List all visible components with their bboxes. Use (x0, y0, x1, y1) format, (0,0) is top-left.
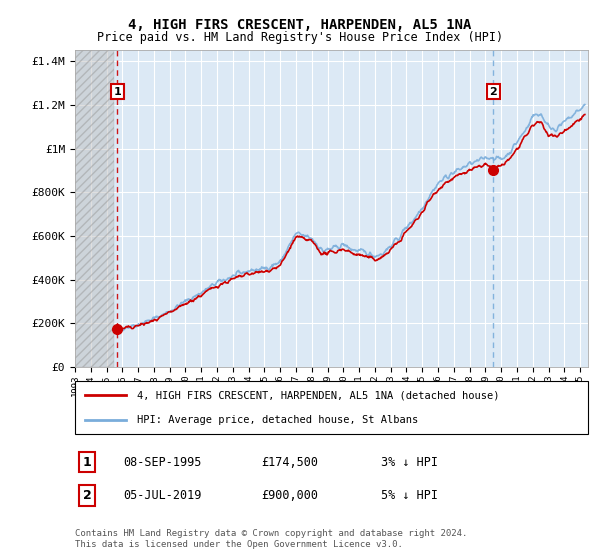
Bar (75, 50, 115, 367)
Text: 2: 2 (490, 87, 497, 96)
Text: 3% ↓ HPI: 3% ↓ HPI (381, 455, 438, 469)
Text: Price paid vs. HM Land Registry's House Price Index (HPI): Price paid vs. HM Land Registry's House … (97, 31, 503, 44)
Text: 5% ↓ HPI: 5% ↓ HPI (381, 489, 438, 502)
Text: £900,000: £900,000 (261, 489, 318, 502)
Text: 2: 2 (83, 489, 91, 502)
Text: £174,500: £174,500 (261, 455, 318, 469)
Text: HPI: Average price, detached house, St Albans: HPI: Average price, detached house, St A… (137, 414, 418, 424)
FancyBboxPatch shape (75, 381, 588, 434)
Text: 4, HIGH FIRS CRESCENT, HARPENDEN, AL5 1NA: 4, HIGH FIRS CRESCENT, HARPENDEN, AL5 1N… (128, 18, 472, 32)
Text: 08-SEP-1995: 08-SEP-1995 (123, 455, 202, 469)
Text: This data is licensed under the Open Government Licence v3.0.: This data is licensed under the Open Gov… (75, 540, 403, 549)
Text: 1: 1 (83, 455, 91, 469)
Text: 05-JUL-2019: 05-JUL-2019 (123, 489, 202, 502)
Text: 1: 1 (113, 87, 121, 96)
Text: Contains HM Land Registry data © Crown copyright and database right 2024.: Contains HM Land Registry data © Crown c… (75, 529, 467, 538)
Text: 4, HIGH FIRS CRESCENT, HARPENDEN, AL5 1NA (detached house): 4, HIGH FIRS CRESCENT, HARPENDEN, AL5 1N… (137, 390, 499, 400)
